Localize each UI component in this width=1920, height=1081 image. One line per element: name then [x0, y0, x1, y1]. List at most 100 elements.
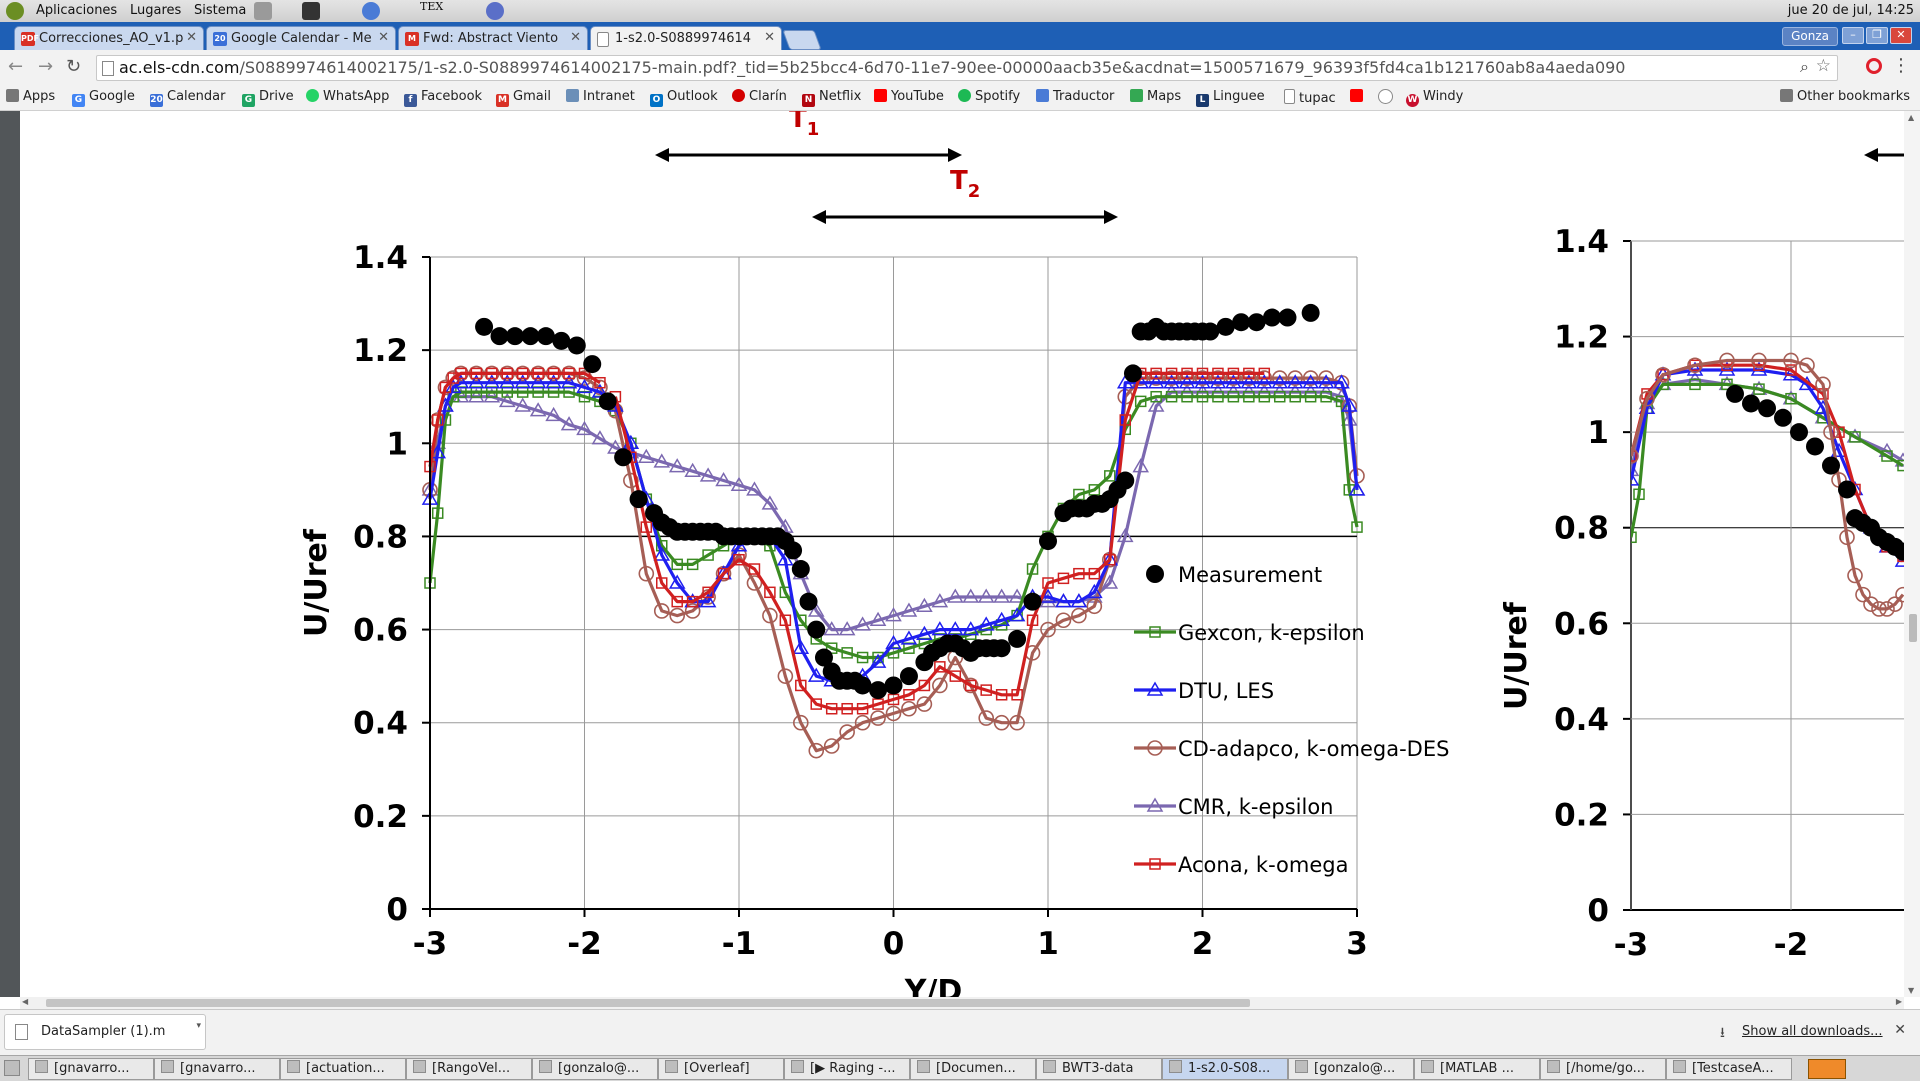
- vertical-scroll-thumb[interactable]: [1909, 614, 1917, 642]
- close-download-shelf-icon[interactable]: ✕: [1894, 1022, 1906, 1038]
- clock[interactable]: jue 20 de jul, 14:25: [1787, 3, 1914, 18]
- taskbar-button[interactable]: 1-s2.0-S08...: [1162, 1058, 1288, 1080]
- bookmark-youtube[interactable]: YouTube: [874, 89, 944, 104]
- apps-grid-icon: [6, 89, 19, 102]
- bookmark-spotify[interactable]: Spotify: [958, 89, 1020, 104]
- close-window-icon[interactable]: ✕: [1890, 27, 1912, 44]
- bookmark-calendar[interactable]: 20 Calendar: [150, 89, 225, 107]
- browser-launcher-icon[interactable]: [486, 2, 504, 20]
- horizontal-scroll-thumb[interactable]: [46, 999, 1250, 1007]
- spotify-icon: [958, 89, 971, 102]
- bookmark-whatsapp[interactable]: WhatsApp: [306, 89, 389, 104]
- file-manager-launcher-icon[interactable]: [254, 2, 272, 20]
- opera-extension-icon[interactable]: [1866, 58, 1882, 74]
- series-line-marker: [638, 565, 655, 582]
- minimize-window-icon[interactable]: –: [1842, 27, 1864, 44]
- bookmark-linguee[interactable]: L Linguee: [1196, 89, 1265, 107]
- bookmark-clarin[interactable]: Clarín: [732, 89, 787, 104]
- window-icon: [539, 1060, 552, 1073]
- chrome-launcher-icon[interactable]: [362, 2, 380, 20]
- t1-arrow-head-right: [948, 148, 962, 162]
- taskbar-button[interactable]: [gonzalo@...: [532, 1058, 658, 1080]
- taskbar-button[interactable]: [Documen...: [910, 1058, 1036, 1080]
- taskbar-button-label: [▶ Raging -...: [810, 1061, 896, 1076]
- bookmark-tupac[interactable]: tupac: [1284, 89, 1336, 106]
- bookmark-youtube-2[interactable]: [1350, 89, 1367, 104]
- forward-arrow-icon[interactable]: →: [38, 56, 54, 77]
- close-tab-icon[interactable]: ✕: [570, 30, 581, 45]
- taskbar-button[interactable]: [gnavarro...: [28, 1058, 154, 1080]
- bookmark-facebook[interactable]: f Facebook: [404, 89, 482, 107]
- bookmark-other[interactable]: Other bookmarks: [1780, 89, 1910, 104]
- gnome-foot-icon[interactable]: [6, 2, 24, 20]
- taskbar-button[interactable]: [gonzalo@...: [1288, 1058, 1414, 1080]
- scroll-up-icon[interactable]: ▲: [1908, 113, 1915, 122]
- series-line-marker: [838, 621, 856, 636]
- taskbar-button[interactable]: [RangoVel...: [406, 1058, 532, 1080]
- workspace-switcher[interactable]: [1808, 1059, 1846, 1079]
- tab-google-calendar[interactable]: 20 Google Calendar - Me ✕: [206, 26, 396, 51]
- series-line-marker: [1070, 593, 1088, 608]
- partial-series-marker: [1894, 452, 1904, 467]
- measurement-point: [1023, 592, 1042, 611]
- close-tab-icon[interactable]: ✕: [378, 30, 389, 45]
- menu-lugares[interactable]: Lugares: [130, 3, 182, 18]
- partial-series-marker: [1879, 601, 1895, 617]
- series-line-marker: [545, 374, 562, 389]
- series-line-marker: [560, 374, 578, 389]
- menu-sistema[interactable]: Sistema: [194, 3, 247, 18]
- taskbar-button[interactable]: [/home/go...: [1540, 1058, 1666, 1080]
- reload-icon[interactable]: ↻: [66, 56, 82, 77]
- bookmark-traductor[interactable]: Traductor: [1036, 89, 1114, 104]
- bookmark-google[interactable]: G Google: [72, 89, 135, 107]
- new-tab-button[interactable]: [782, 30, 822, 50]
- bookmark-maps[interactable]: Maps: [1130, 89, 1181, 104]
- scroll-down-icon[interactable]: ▼: [1908, 986, 1915, 995]
- tab-gmail[interactable]: M Fwd: Abstract Viento ✕: [398, 26, 588, 51]
- taskbar-button[interactable]: [Overleaf]: [658, 1058, 784, 1080]
- scroll-left-icon[interactable]: ◀: [22, 997, 29, 1006]
- tab-pdf-active[interactable]: 1-s2.0-S0889974614 ✕: [590, 26, 782, 51]
- profile-button[interactable]: Gonza: [1782, 27, 1838, 46]
- zoom-icon[interactable]: ⌕: [1800, 57, 1809, 76]
- bookmark-gmail[interactable]: M Gmail: [496, 89, 551, 107]
- terminal-launcher-icon[interactable]: [302, 2, 320, 20]
- show-all-downloads-link[interactable]: Show all downloads...: [1742, 1024, 1883, 1039]
- bookmark-star-icon[interactable]: ☆: [1815, 56, 1831, 76]
- tab-correcciones[interactable]: PDF Correcciones_AO_v1.p ✕: [14, 26, 204, 51]
- legend-swatch-marker: [1146, 681, 1164, 696]
- bookmark-windy[interactable]: W Windy: [1406, 89, 1463, 107]
- horizontal-scrollbar[interactable]: ◀ ▶: [20, 997, 1904, 1009]
- series-line-marker: [653, 453, 671, 468]
- bookmark-drive[interactable]: G Drive: [242, 89, 294, 107]
- bookmark-netflix[interactable]: N Netflix: [802, 89, 861, 107]
- close-tab-icon[interactable]: ✕: [186, 30, 197, 45]
- back-arrow-icon[interactable]: ←: [8, 56, 24, 77]
- download-item[interactable]: DataSampler (1).m ▾: [4, 1014, 206, 1050]
- address-bar[interactable]: ac.els-cdn.com/S0889974614002175/1-s2.0-…: [96, 55, 1838, 81]
- close-tab-icon[interactable]: ✕: [764, 30, 775, 45]
- series-line-marker: [1255, 374, 1273, 389]
- menu-aplicaciones[interactable]: Aplicaciones: [36, 3, 118, 18]
- bookmark-history[interactable]: [1378, 89, 1397, 106]
- taskbar-button[interactable]: BWT3-data: [1036, 1058, 1162, 1080]
- folder-icon: [1780, 89, 1793, 102]
- tex-launcher-icon[interactable]: TEX: [420, 0, 444, 13]
- taskbar-button[interactable]: [actuation...: [280, 1058, 406, 1080]
- scroll-right-icon[interactable]: ▶: [1895, 997, 1902, 1006]
- series-line-marker: [514, 374, 532, 389]
- taskbar-button[interactable]: [MATLAB ...: [1414, 1058, 1540, 1080]
- bookmark-apps[interactable]: Apps: [6, 89, 55, 104]
- show-desktop-icon[interactable]: [4, 1060, 20, 1076]
- download-options-icon[interactable]: ▾: [196, 1021, 201, 1031]
- taskbar-button[interactable]: [TestcaseA...: [1666, 1058, 1792, 1080]
- bookmark-outlook[interactable]: O Outlook: [650, 89, 718, 107]
- pdf-viewport[interactable]: T1 T2 0 0.2 0.4 0.6 0.8 1 1.2 1.4 -3 -2 -1 0 1 2 3 U/Ure…: [0, 111, 1920, 997]
- bookmark-intranet[interactable]: Intranet: [566, 89, 635, 104]
- series-line-left-marker: [547, 367, 560, 380]
- restore-window-icon[interactable]: ❐: [1866, 27, 1888, 44]
- taskbar-button[interactable]: [▶ Raging -...: [784, 1058, 910, 1080]
- taskbar-button[interactable]: [gnavarro...: [154, 1058, 280, 1080]
- vertical-scrollbar[interactable]: ▲ ▼: [1904, 111, 1920, 997]
- menu-icon[interactable]: ⋮: [1892, 55, 1910, 76]
